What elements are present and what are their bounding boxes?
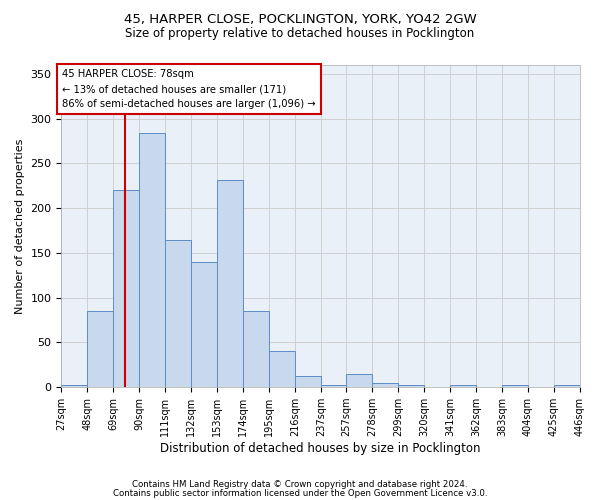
Bar <box>244 311 269 387</box>
Bar <box>398 386 424 387</box>
Bar <box>113 190 139 387</box>
Bar <box>191 262 217 387</box>
X-axis label: Distribution of detached houses by size in Pocklington: Distribution of detached houses by size … <box>160 442 481 455</box>
Bar <box>502 386 528 387</box>
Bar <box>322 386 347 387</box>
Text: Size of property relative to detached houses in Pocklington: Size of property relative to detached ho… <box>125 28 475 40</box>
Bar <box>166 240 191 387</box>
Bar <box>217 180 244 387</box>
Text: Contains public sector information licensed under the Open Government Licence v3: Contains public sector information licen… <box>113 488 487 498</box>
Bar <box>346 374 372 387</box>
Bar <box>372 382 398 387</box>
Bar <box>88 311 113 387</box>
Bar <box>295 376 322 387</box>
Y-axis label: Number of detached properties: Number of detached properties <box>15 138 25 314</box>
Bar <box>139 133 166 387</box>
Text: 45, HARPER CLOSE, POCKLINGTON, YORK, YO42 2GW: 45, HARPER CLOSE, POCKLINGTON, YORK, YO4… <box>124 12 476 26</box>
Text: 45 HARPER CLOSE: 78sqm
← 13% of detached houses are smaller (171)
86% of semi-de: 45 HARPER CLOSE: 78sqm ← 13% of detached… <box>62 70 316 109</box>
Bar <box>61 386 88 387</box>
Text: Contains HM Land Registry data © Crown copyright and database right 2024.: Contains HM Land Registry data © Crown c… <box>132 480 468 489</box>
Bar <box>554 386 580 387</box>
Bar <box>450 386 476 387</box>
Bar <box>269 352 295 387</box>
